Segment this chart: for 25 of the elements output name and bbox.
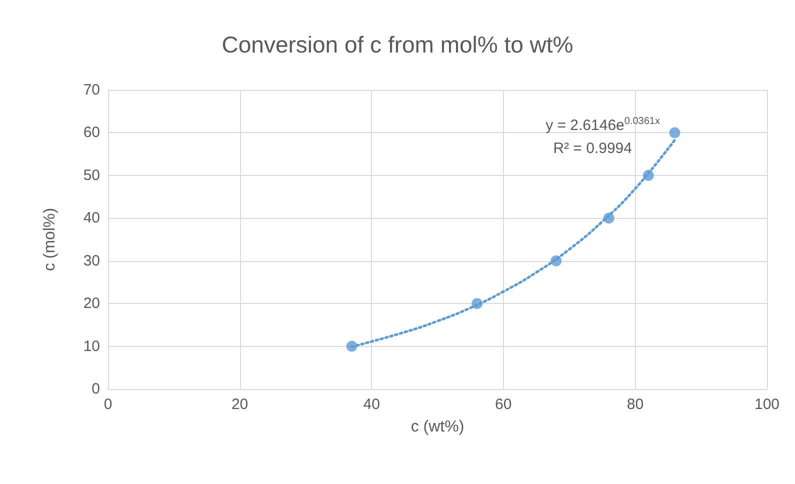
x-tick-label: 0 xyxy=(104,396,112,413)
y-tick-label: 70 xyxy=(83,82,100,98)
y-tick-label: 10 xyxy=(83,338,100,355)
x-tick-label: 60 xyxy=(495,396,512,413)
annotation: R² = 0.9994 xyxy=(553,140,632,157)
y-tick-label: 40 xyxy=(83,210,100,227)
point xyxy=(550,255,562,266)
y-tick-label: 30 xyxy=(83,252,100,270)
y-axis-title: c (mol%) xyxy=(42,208,58,272)
point xyxy=(642,170,654,181)
annotation: y = 2.6146e$^{0.0361x}$ xyxy=(546,116,660,134)
chart-title: Conversion of c from mol% to wt% xyxy=(222,32,574,58)
point xyxy=(346,340,358,352)
x-axis-title: c (wt%) xyxy=(410,418,464,436)
x-tick-label: 80 xyxy=(626,396,644,413)
x-tick-label: 20 xyxy=(231,396,248,413)
point xyxy=(669,127,680,138)
y-tick-label: 50 xyxy=(83,166,100,184)
y-tick-label: 20 xyxy=(83,295,100,312)
x-tick-label: 100 xyxy=(754,396,780,413)
point xyxy=(472,298,483,310)
y-tick-label: 60 xyxy=(83,124,100,142)
point xyxy=(603,212,614,224)
y-tick-label: 0 xyxy=(92,380,100,398)
x-tick-label: 40 xyxy=(363,396,380,413)
